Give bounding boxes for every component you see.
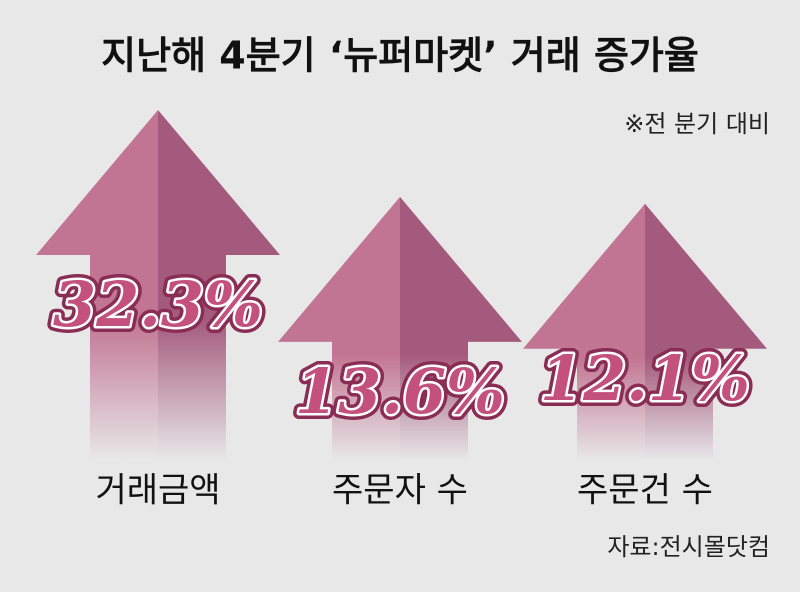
arrow <box>278 196 522 460</box>
source: 자료:전시몰닷컴 <box>607 533 770 561</box>
arrow <box>36 110 280 460</box>
value-label: 32.3% <box>53 268 263 341</box>
category-label: 주문건 수 <box>577 471 713 511</box>
value-label: 12.1% <box>540 342 750 415</box>
value-label: 13.6% <box>295 355 505 428</box>
arrows <box>36 110 767 460</box>
category-label: 거래금액 <box>95 471 220 511</box>
value-label-outline: 12.1% <box>540 342 750 415</box>
value-label-outline: 32.3% <box>53 268 263 341</box>
chart-title: 지난해 4분기 ‘뉴퍼마켓’ 거래 증가율 <box>101 34 699 78</box>
arrow <box>523 203 767 460</box>
subtitle: ※전 분기 대비 <box>624 110 770 138</box>
value-label-outline: 13.6% <box>295 355 505 428</box>
category-label: 주문자 수 <box>332 471 468 511</box>
